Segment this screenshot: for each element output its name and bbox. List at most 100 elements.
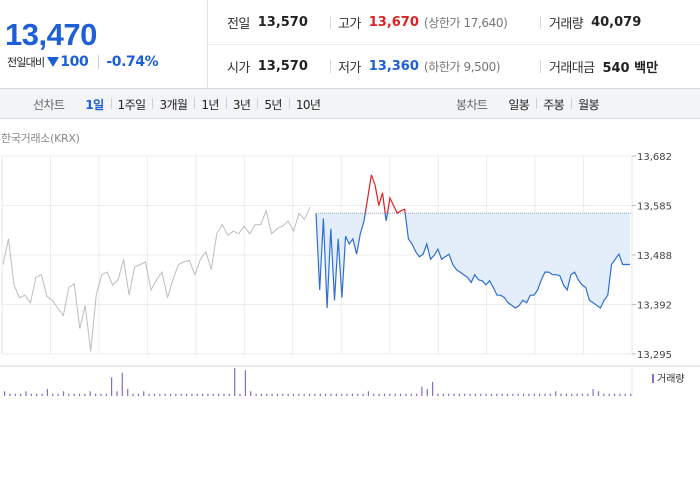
volume-bar	[490, 393, 493, 396]
candle-period-tab[interactable]: 주봉	[536, 96, 571, 113]
volume-bar	[421, 386, 423, 396]
y-tick-label: 13,488	[637, 251, 672, 262]
volume-bar	[351, 393, 353, 396]
volume-bar	[341, 393, 343, 396]
volume-bar	[630, 393, 632, 396]
volume-bar	[528, 393, 530, 396]
volume-bar	[576, 393, 578, 396]
volume-bar	[560, 393, 562, 396]
change-label: 전일대비	[7, 56, 45, 69]
stat-value: 13,570	[257, 14, 308, 30]
volume-bar	[432, 382, 434, 396]
candle-period-tab[interactable]: 월봉	[571, 96, 606, 113]
volume-bar	[597, 391, 600, 396]
volume-bar	[539, 393, 541, 396]
stat-open: 시가 13,570	[227, 57, 308, 76]
volume-bar	[95, 393, 97, 396]
period-tab[interactable]: 1일	[85, 97, 104, 112]
volume-bar	[603, 393, 605, 396]
period-tab[interactable]: 10년	[288, 96, 328, 113]
volume-bar	[330, 393, 332, 396]
below-reference-fill	[316, 213, 630, 308]
price-box: 13,470 전일대비 100 -0.74%	[0, 0, 208, 88]
divider	[540, 16, 541, 29]
y-tick-label: 13,682	[637, 152, 672, 163]
volume-bar	[426, 389, 428, 396]
volume-bar	[159, 393, 161, 396]
volume-bar	[613, 393, 616, 396]
stat-label: 저가	[338, 60, 361, 76]
volume-bar	[239, 393, 241, 396]
volume-bar	[458, 393, 460, 396]
volume-bar	[474, 393, 476, 396]
volume-bar	[485, 393, 487, 396]
volume-bar	[469, 393, 471, 396]
volume-bar	[121, 372, 123, 396]
stat-label: 거래대금	[549, 60, 595, 76]
volume-bar	[196, 393, 198, 396]
volume-bar	[367, 391, 369, 396]
volume-bar	[319, 393, 321, 396]
volume-bar	[383, 393, 386, 396]
line-chart-title: 선차트	[33, 97, 65, 112]
volume-bar	[416, 393, 418, 396]
volume-bar	[250, 391, 252, 396]
upper-limit: (상한가 17,640)	[423, 15, 508, 30]
volume-bar	[592, 389, 594, 396]
volume-bar	[389, 393, 391, 396]
volume-bar	[46, 389, 48, 396]
volume-bar	[266, 393, 268, 396]
volume-bar	[100, 393, 102, 396]
volume-bar	[169, 393, 172, 396]
volume-bar	[57, 393, 59, 396]
candle-period-tab[interactable]: 일봉	[508, 97, 530, 112]
stat-high: 고가 13,670 (상한가 17,640)	[338, 13, 508, 32]
volume-bar	[571, 393, 573, 396]
volume-bar	[202, 393, 204, 396]
period-tab[interactable]: 1주일	[110, 96, 153, 113]
volume-bar	[14, 393, 16, 396]
period-tab[interactable]: 5년	[257, 96, 288, 113]
stat-low: 저가 13,360 (하한가 9,500)	[338, 57, 501, 76]
volume-bar	[325, 393, 327, 396]
volume-bar	[84, 393, 86, 396]
change-percent: -0.74%	[106, 54, 159, 70]
stat-prev-close: 전일 13,570	[227, 13, 308, 32]
volume-bar	[185, 393, 188, 396]
volume-bar	[62, 391, 65, 396]
volume-bar	[207, 393, 209, 396]
chart-toolbar: 선차트 1일 1주일 3개월 1년 3년 5년 10년 봉차트 일봉 주봉 월봉	[0, 89, 700, 119]
stat-value: 13,670	[368, 14, 419, 30]
stat-turnover: 거래대금 540 백만	[549, 57, 658, 76]
volume-bar	[41, 393, 43, 396]
period-tab[interactable]: 3개월	[152, 96, 194, 113]
volume-bar	[448, 393, 450, 396]
stat-value: 40,079	[591, 14, 642, 30]
today-price-line	[315, 213, 630, 309]
volume-bar	[496, 393, 498, 396]
period-tab[interactable]: 3년	[225, 96, 257, 113]
volume-bar	[36, 393, 38, 396]
period-tab[interactable]: 1년	[194, 96, 225, 113]
line-chart-periods: 선차트 1일 1주일 3개월 1년 3년 5년 10년	[33, 89, 327, 119]
volume-bar	[260, 393, 262, 396]
stat-value: 13,360	[368, 58, 419, 74]
volume-legend-swatch	[652, 374, 654, 383]
volume-bar	[9, 393, 11, 396]
volume-bar	[4, 391, 6, 396]
volume-bar	[137, 393, 139, 396]
volume-bar	[373, 393, 375, 396]
change-amount: 100	[60, 54, 89, 70]
candle-chart-title: 봉차트	[456, 97, 488, 112]
volume-bar	[234, 368, 236, 396]
volume-bar	[30, 393, 32, 396]
volume-bar	[501, 393, 503, 396]
volume-bar	[378, 393, 380, 396]
volume-bar	[335, 393, 337, 396]
volume-bar	[223, 393, 225, 396]
volume-legend-label: 거래량	[657, 373, 685, 385]
divider	[330, 60, 331, 73]
volume-bar	[512, 393, 514, 396]
volume-bar	[581, 393, 583, 396]
data-source: 한국거래소(KRX)	[1, 132, 80, 145]
